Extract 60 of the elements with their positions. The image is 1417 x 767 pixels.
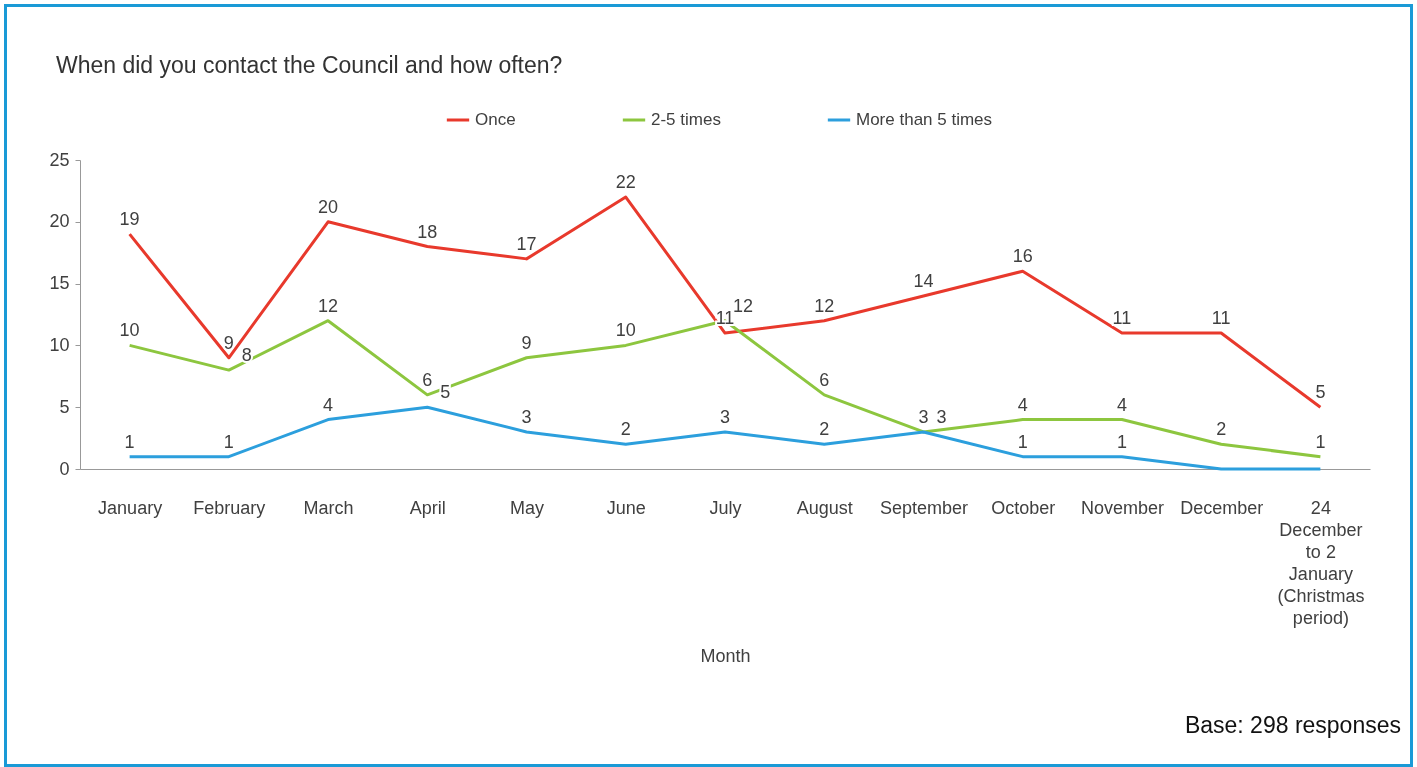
- data-label: 11: [1211, 308, 1231, 329]
- data-label: 1: [1017, 431, 1028, 452]
- data-label: 3: [918, 406, 929, 427]
- data-label: 5: [1315, 382, 1326, 403]
- data-label: 10: [119, 320, 140, 341]
- data-label: 9: [521, 332, 532, 353]
- x-tick-label: 24 December to 2 January (Christmas period): [1277, 497, 1365, 628]
- data-label: 16: [1012, 246, 1033, 267]
- y-tick-label: 10: [49, 334, 70, 355]
- data-label: 4: [1116, 394, 1127, 415]
- data-label: 8: [241, 345, 252, 366]
- data-label: 6: [819, 369, 830, 390]
- data-label: 18: [417, 221, 438, 242]
- data-label: 17: [516, 233, 537, 254]
- x-tick-label: January: [98, 497, 163, 518]
- x-tick-label: May: [510, 497, 545, 518]
- data-label: 2: [620, 419, 631, 440]
- data-label: 10: [615, 320, 636, 341]
- data-label: 1: [223, 431, 234, 452]
- x-tick-label: October: [991, 497, 1056, 518]
- data-label: 19: [119, 209, 140, 230]
- data-label: 1: [1116, 431, 1127, 452]
- data-label: 12: [814, 295, 835, 316]
- x-tick-label: July: [709, 497, 742, 518]
- x-tick-label: November: [1080, 497, 1164, 518]
- y-tick-label: 25: [49, 149, 70, 170]
- data-label: 11: [1112, 308, 1132, 329]
- data-label: 4: [323, 394, 334, 415]
- legend-label: More than 5 times: [856, 110, 993, 129]
- data-label: 2: [819, 419, 830, 440]
- x-axis-title: Month: [700, 645, 751, 666]
- y-tick-label: 5: [59, 396, 70, 417]
- x-tick-label: March: [303, 497, 354, 518]
- data-label: 4: [1017, 394, 1028, 415]
- chart-title: When did you contact the Council and how often?: [56, 52, 563, 79]
- legend-label: Once: [475, 110, 516, 129]
- x-tick-label: September: [879, 497, 968, 518]
- data-label: 12: [732, 295, 754, 316]
- data-label: 3: [936, 406, 947, 427]
- y-tick-label: 20: [49, 211, 70, 232]
- text: Base: 298 responses: [1184, 712, 1401, 739]
- x-tick-label: August: [796, 497, 853, 518]
- data-label: 9: [223, 332, 234, 353]
- x-tick-label: February: [193, 497, 266, 518]
- x-tick-label: December: [1180, 497, 1264, 518]
- legend-label: 2-5 times: [651, 110, 721, 129]
- data-label: 22: [615, 172, 636, 193]
- data-label: 12: [318, 295, 339, 316]
- y-tick-label: 15: [49, 273, 70, 294]
- x-tick-label: June: [606, 497, 646, 518]
- data-label: 14: [913, 270, 934, 291]
- data-label: 2: [1216, 419, 1227, 440]
- data-label: 3: [719, 406, 731, 427]
- data-label: 1: [124, 431, 135, 452]
- data-label: 20: [318, 196, 339, 217]
- data-label: 3: [521, 406, 532, 427]
- x-tick-label: April: [409, 497, 446, 518]
- data-label: 1: [1315, 431, 1326, 452]
- data-label: 6: [422, 369, 433, 390]
- y-tick-label: 0: [59, 458, 70, 479]
